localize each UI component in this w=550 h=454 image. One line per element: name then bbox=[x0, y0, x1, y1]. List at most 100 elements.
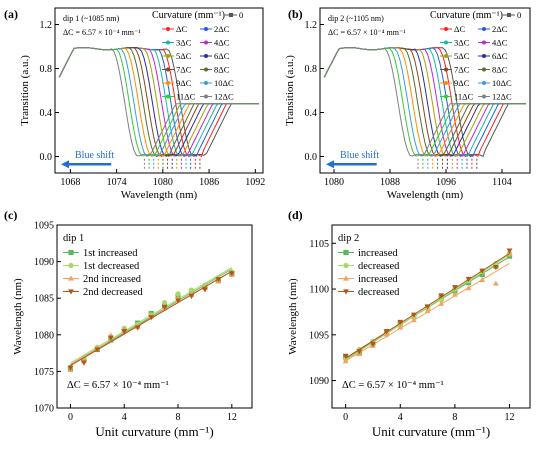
legend-marker bbox=[68, 262, 74, 269]
panel-label: (a) bbox=[4, 7, 18, 21]
legend-marker bbox=[204, 27, 208, 31]
legend-marker bbox=[343, 249, 349, 256]
data-point bbox=[465, 285, 472, 291]
legend-entry: 8ΔC bbox=[492, 65, 508, 75]
scatter-panel-2: 0 4 8 12 1070 1075 1080 1085 1090 1095 Unit curvat… bbox=[4, 208, 253, 439]
spectrum-line-12 bbox=[58, 47, 259, 157]
legend-marker bbox=[444, 67, 448, 72]
y-tick-label: 0.4 bbox=[40, 108, 53, 119]
data-point bbox=[342, 358, 349, 364]
blue-shift-label: Blue shift bbox=[340, 150, 379, 161]
x-tick-label: 1096 bbox=[436, 177, 456, 188]
legend: Curvature (mm⁻¹) 0 ΔC 2ΔC 3ΔC 4ΔC 5ΔC 6ΔC 7ΔC 8ΔC… bbox=[152, 10, 243, 102]
x-axis-title: Wavelength (nm) bbox=[387, 189, 464, 201]
legend-title: Curvature (mm⁻¹) bbox=[430, 10, 503, 21]
x-axis-title: Unit curvature (mm⁻¹) bbox=[95, 424, 213, 439]
legend-entry: increased bbox=[358, 248, 398, 259]
legend-marker bbox=[482, 40, 486, 45]
spectrum-line-12 bbox=[323, 47, 526, 157]
data-point bbox=[175, 298, 181, 304]
legend-entry: 3ΔC bbox=[454, 38, 470, 48]
y-tick-label: 1080 bbox=[34, 330, 54, 341]
legend-entry: 7ΔC bbox=[454, 65, 470, 75]
data-point bbox=[479, 268, 486, 274]
data-point bbox=[202, 287, 208, 293]
data-point bbox=[356, 349, 363, 355]
legend-entry: 4ΔC bbox=[214, 38, 230, 48]
dip-note: dip 2 (~1105 nm) bbox=[328, 14, 384, 23]
data-point bbox=[479, 276, 486, 282]
legend-marker bbox=[482, 94, 486, 99]
dip-note: dip 2 bbox=[338, 233, 359, 244]
legend-marker bbox=[204, 81, 208, 85]
legend-marker bbox=[444, 94, 448, 99]
plot-frame bbox=[319, 7, 531, 174]
legend-entry: 5ΔC bbox=[176, 51, 192, 61]
y-tick-label: 1085 bbox=[34, 294, 54, 305]
legend-entry: 1st increased bbox=[83, 248, 138, 259]
x-tick-label: 1092 bbox=[245, 177, 265, 188]
x-axis-title: Unit curvature (mm⁻¹) bbox=[372, 424, 490, 439]
legend-entry: ΔC bbox=[176, 24, 187, 34]
y-tick-label: 1090 bbox=[34, 257, 54, 268]
data-point bbox=[383, 329, 390, 335]
x-tick-label: 1074 bbox=[107, 177, 127, 188]
x-tick-label: 1104 bbox=[492, 177, 512, 188]
y-tick-label: 1095 bbox=[309, 330, 329, 341]
dip-note: dip 1 (~1085 nm) bbox=[63, 14, 119, 23]
legend-title: Curvature (mm⁻¹) bbox=[152, 10, 225, 21]
legend-entry: 2nd decreased bbox=[83, 287, 144, 298]
y-tick-label: 1075 bbox=[34, 367, 54, 378]
plot-frame bbox=[54, 7, 264, 174]
y-tick-label: 1.2 bbox=[40, 20, 53, 31]
legend-marker bbox=[482, 27, 486, 31]
plot-frame bbox=[331, 224, 531, 409]
data-point bbox=[94, 347, 101, 353]
legend-entry: 2ΔC bbox=[492, 24, 508, 34]
legend-entry: 12ΔC bbox=[492, 92, 512, 102]
y-tick-label: 0.8 bbox=[40, 64, 53, 75]
spectrum-panel-0: 1068 1074 1080 1086 1092 0.0 0.4 0.8 1.2 Waveleng… bbox=[4, 7, 265, 201]
data-point bbox=[411, 312, 417, 318]
legend-marker bbox=[204, 40, 208, 45]
y-tick-label: 1100 bbox=[309, 285, 329, 296]
delta-c-note: ΔC = 6.57 × 10⁻⁴ mm⁻¹ bbox=[328, 28, 406, 37]
legend: 1st increased 1st decreased 2nd increased 2… bbox=[63, 248, 144, 298]
y-tick-label: 0.0 bbox=[40, 152, 53, 163]
data-point bbox=[161, 299, 168, 306]
legend-entry: 10ΔC bbox=[214, 78, 234, 88]
data-point bbox=[479, 271, 485, 278]
data-point bbox=[397, 324, 404, 330]
y-tick-label: 1090 bbox=[309, 376, 329, 387]
legend-entry: 12ΔC bbox=[214, 92, 234, 102]
blue-shift-label: Blue shift bbox=[75, 150, 114, 161]
y-tick-label: 0.4 bbox=[305, 108, 318, 119]
legend-entry: 2ΔC bbox=[214, 24, 230, 34]
y-tick-label: 1070 bbox=[34, 404, 54, 415]
legend-entry: 6ΔC bbox=[214, 51, 230, 61]
legend-entry: 2nd increased bbox=[83, 274, 142, 285]
legend-marker bbox=[68, 275, 74, 281]
x-tick-label: 1068 bbox=[60, 177, 80, 188]
legend-entry: 6ΔC bbox=[492, 51, 508, 61]
legend-marker bbox=[444, 40, 448, 45]
spectrum-panel-1: 1080 1088 1096 1104 0.0 0.4 0.8 1.2 Wavelength (… bbox=[284, 7, 531, 201]
x-tick-label: 1080 bbox=[153, 177, 173, 188]
data-point bbox=[370, 341, 376, 348]
x-tick-label: 8 bbox=[176, 412, 181, 423]
x-tick-label: 0 bbox=[68, 412, 73, 423]
data-point bbox=[148, 315, 154, 321]
legend-marker bbox=[482, 81, 486, 85]
data-point bbox=[188, 293, 195, 300]
data-point bbox=[506, 248, 513, 254]
legend-marker bbox=[68, 289, 74, 295]
legend-marker bbox=[166, 67, 170, 72]
panel-label: (c) bbox=[4, 208, 17, 222]
panel-label: (b) bbox=[288, 7, 303, 21]
y-tick-label: 0.0 bbox=[305, 152, 318, 163]
legend: increased decreased increased decreased bbox=[338, 248, 400, 298]
legend-marker bbox=[166, 40, 170, 45]
data-point bbox=[107, 335, 114, 341]
data-point bbox=[67, 365, 74, 371]
x-tick-label: 12 bbox=[505, 412, 515, 423]
